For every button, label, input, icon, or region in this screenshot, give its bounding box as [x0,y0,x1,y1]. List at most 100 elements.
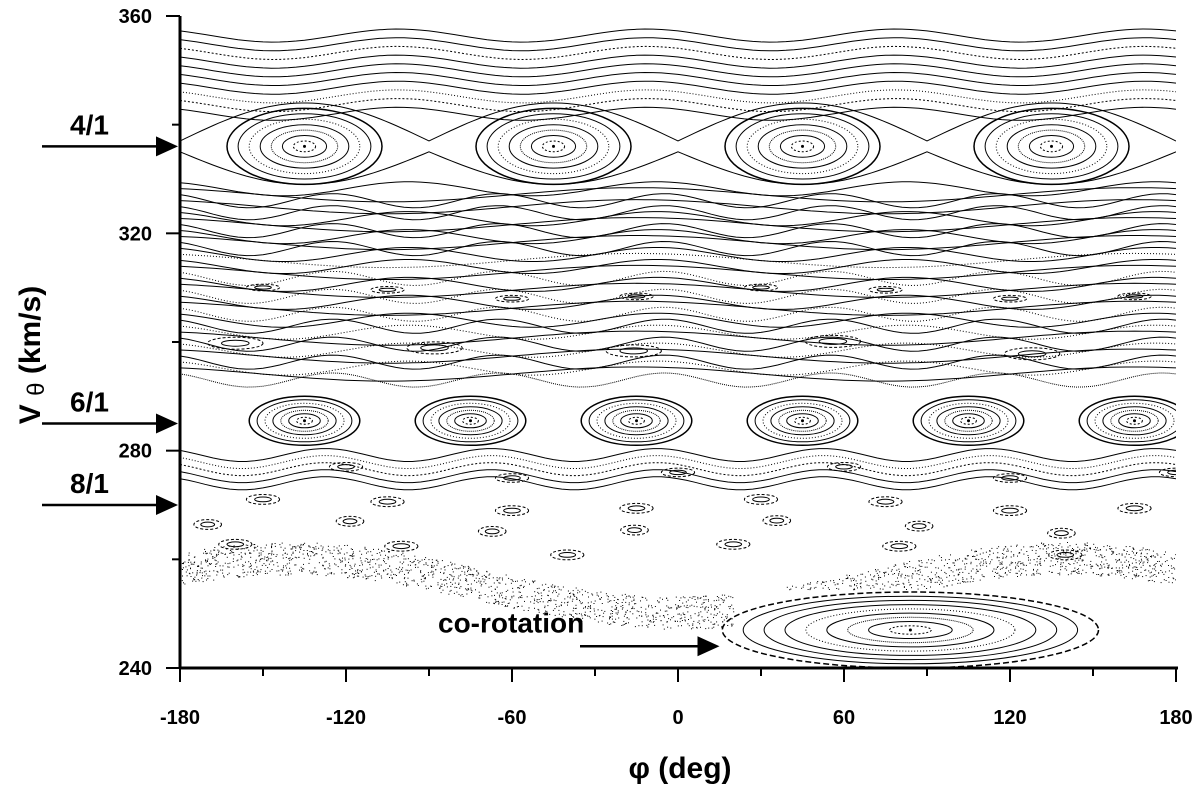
chaos-point [443,566,445,568]
chaos-point [996,547,998,549]
chaos-point [679,606,681,608]
chaos-point [860,573,862,575]
chaos-point [232,558,234,560]
chaos-point [1020,549,1022,551]
chaos-point [274,543,276,544]
chaos-point [847,576,849,578]
chaos-point [647,619,649,621]
chaos-point [1076,569,1078,570]
chaos-point [930,586,931,588]
chaos-point [287,571,289,573]
chaos-point [538,599,540,600]
y-tick-label: 240 [119,658,152,680]
chaos-point [1160,582,1162,584]
chaos-point [405,558,407,560]
chaos-point [882,588,884,590]
chaos-point [315,546,317,548]
chaos-point [505,596,507,598]
chaos-point [424,578,426,580]
chaos-point [580,603,582,605]
island-contour [1118,413,1151,429]
chaos-point [357,569,358,571]
chaos-point [406,584,408,586]
chaos-point [452,579,454,581]
chaos-point [269,553,271,554]
chaos-point [1001,563,1003,565]
chaos-point [939,583,940,585]
chaos-point [730,596,732,598]
chaos-point [1076,562,1078,564]
chaos-point [310,555,312,557]
chaos-point [511,579,513,581]
chaos-point [956,569,958,571]
chaos-point [248,561,250,563]
chaos-point [341,560,343,562]
chaos-point [1059,553,1061,555]
chaos-point [356,571,358,573]
chaos-point [271,550,273,552]
chaos-point [478,573,480,575]
chaos-point [289,570,291,572]
chaos-point [496,586,498,588]
chaos-point [479,595,480,597]
chaos-point [385,563,387,564]
chaos-point [487,596,489,598]
chaos-point [898,583,900,585]
chaos-point [212,556,214,558]
chaos-point [884,585,886,587]
chaos-point [470,569,472,571]
chaos-point [270,557,272,559]
chaos-point [795,586,797,588]
chaos-point [702,606,704,608]
chaos-point [351,555,353,557]
invariant-curve [180,294,1176,310]
chaos-point [996,567,998,568]
chaos-point [998,577,1000,579]
chaos-point [404,577,406,579]
chaos-point [727,625,729,626]
chaos-point [275,556,277,557]
chaos-point [447,565,449,567]
chaos-point [1059,572,1061,574]
chaos-point [1084,549,1086,551]
chaos-point [540,592,542,594]
island-contour [742,595,1079,665]
chaos-point [247,571,249,573]
chaos-point [1089,564,1091,566]
small-island [835,464,853,470]
chaos-point [615,612,617,614]
chaos-point [933,560,935,562]
chaos-point [298,556,300,558]
chaos-point [654,624,656,626]
chaos-point [1133,566,1135,568]
chaos-point [883,572,885,574]
chaos-point [1093,543,1095,545]
island-contour [292,140,317,153]
chaos-point [992,570,994,572]
chaos-point [700,626,701,628]
chaos-point [497,580,499,582]
chaos-point [1111,548,1113,550]
chaos-point [333,549,335,551]
chaos-point [244,553,246,555]
chaos-point [547,595,549,597]
chaos-point [261,564,263,566]
chaos-point [705,599,707,601]
chaos-point [728,606,730,608]
invariant-curve [180,89,1176,104]
chaos-point [355,570,356,572]
chaos-point [456,568,458,570]
chaos-point [1135,559,1137,561]
chaos-point [631,608,633,610]
chaos-point [1029,546,1031,548]
chaos-point [534,580,536,582]
chaos-point [380,564,382,566]
chaos-point [723,619,725,621]
chaos-point [258,554,260,556]
chaos-point [443,579,445,581]
chaos-point [506,605,508,607]
chaos-point [431,564,433,566]
chaos-point [397,568,399,570]
chaos-point [610,600,612,602]
chaos-point [337,553,339,555]
